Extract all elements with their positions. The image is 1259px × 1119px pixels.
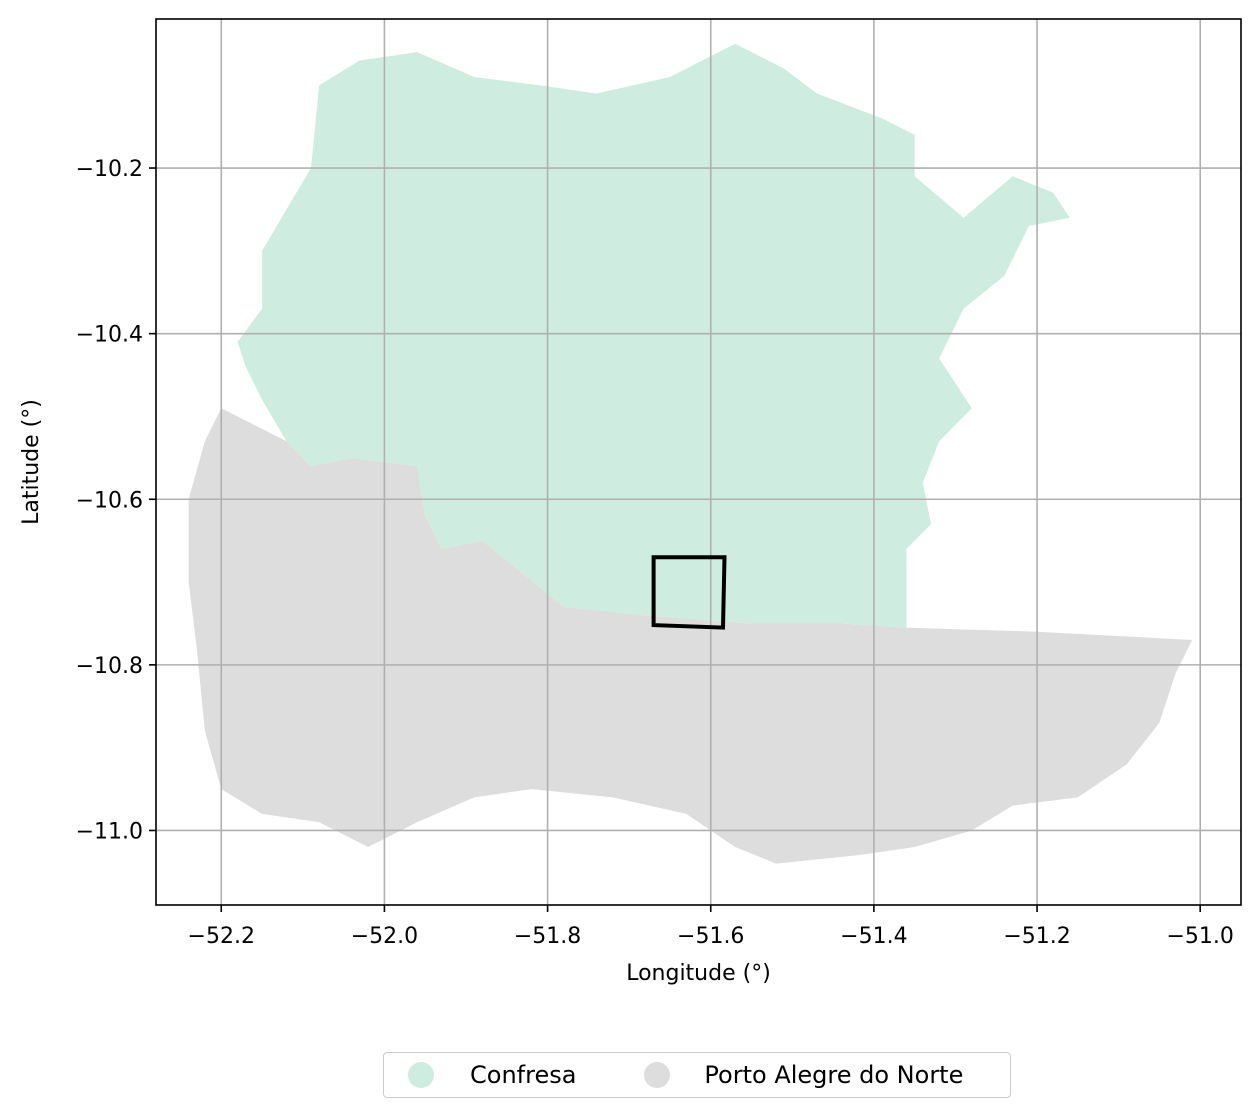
plot-border [155, 18, 1242, 906]
legend-entry-confresa: Confresa [408, 1061, 576, 1089]
study-area-layer [651, 555, 727, 630]
x-tick-label: −51.8 [514, 924, 581, 949]
y-tick-label: −10.4 [76, 323, 143, 348]
legend-label: Porto Alegre do Norte [704, 1061, 964, 1089]
x-tick-label: −51.4 [840, 924, 907, 949]
x-tick-label: −52.2 [188, 924, 255, 949]
y-tick-label: −10.8 [76, 654, 143, 679]
y-tick-label: −10.2 [76, 157, 143, 182]
x-axis-ticks: −52.2 −52.0 −51.8 −51.6 −51.4 −51.2 −51.0 [188, 905, 1234, 949]
y-axis-label: Latitude (°) [19, 399, 44, 525]
grid-layer [156, 19, 1241, 905]
regions-layer [188, 43, 1193, 864]
x-tick-label: −52.0 [351, 924, 418, 949]
legend-entry-porto-alegre-do-norte: Porto Alegre do Norte [644, 1061, 963, 1089]
x-axis-label: Longitude (°) [626, 961, 771, 986]
x-tick-label: −51.2 [1003, 924, 1070, 949]
y-tick-label: −11.0 [76, 819, 143, 844]
legend-label: Confresa [470, 1061, 577, 1089]
y-tick-label: −10.6 [76, 488, 143, 513]
study-area-box [651, 555, 727, 630]
legend: Confresa Porto Alegre do Norte [383, 1052, 1011, 1098]
region-confresa [237, 43, 1070, 628]
x-tick-label: −51.6 [677, 924, 744, 949]
legend-marker-porto-alegre-do-norte [644, 1062, 671, 1088]
y-axis-ticks: −10.2 −10.4 −10.6 −10.8 −11.0 [76, 157, 156, 844]
x-tick-label: −51.0 [1166, 924, 1233, 949]
region-porto-alegre-do-norte [188, 408, 1193, 864]
legend-marker-confresa [408, 1062, 434, 1088]
